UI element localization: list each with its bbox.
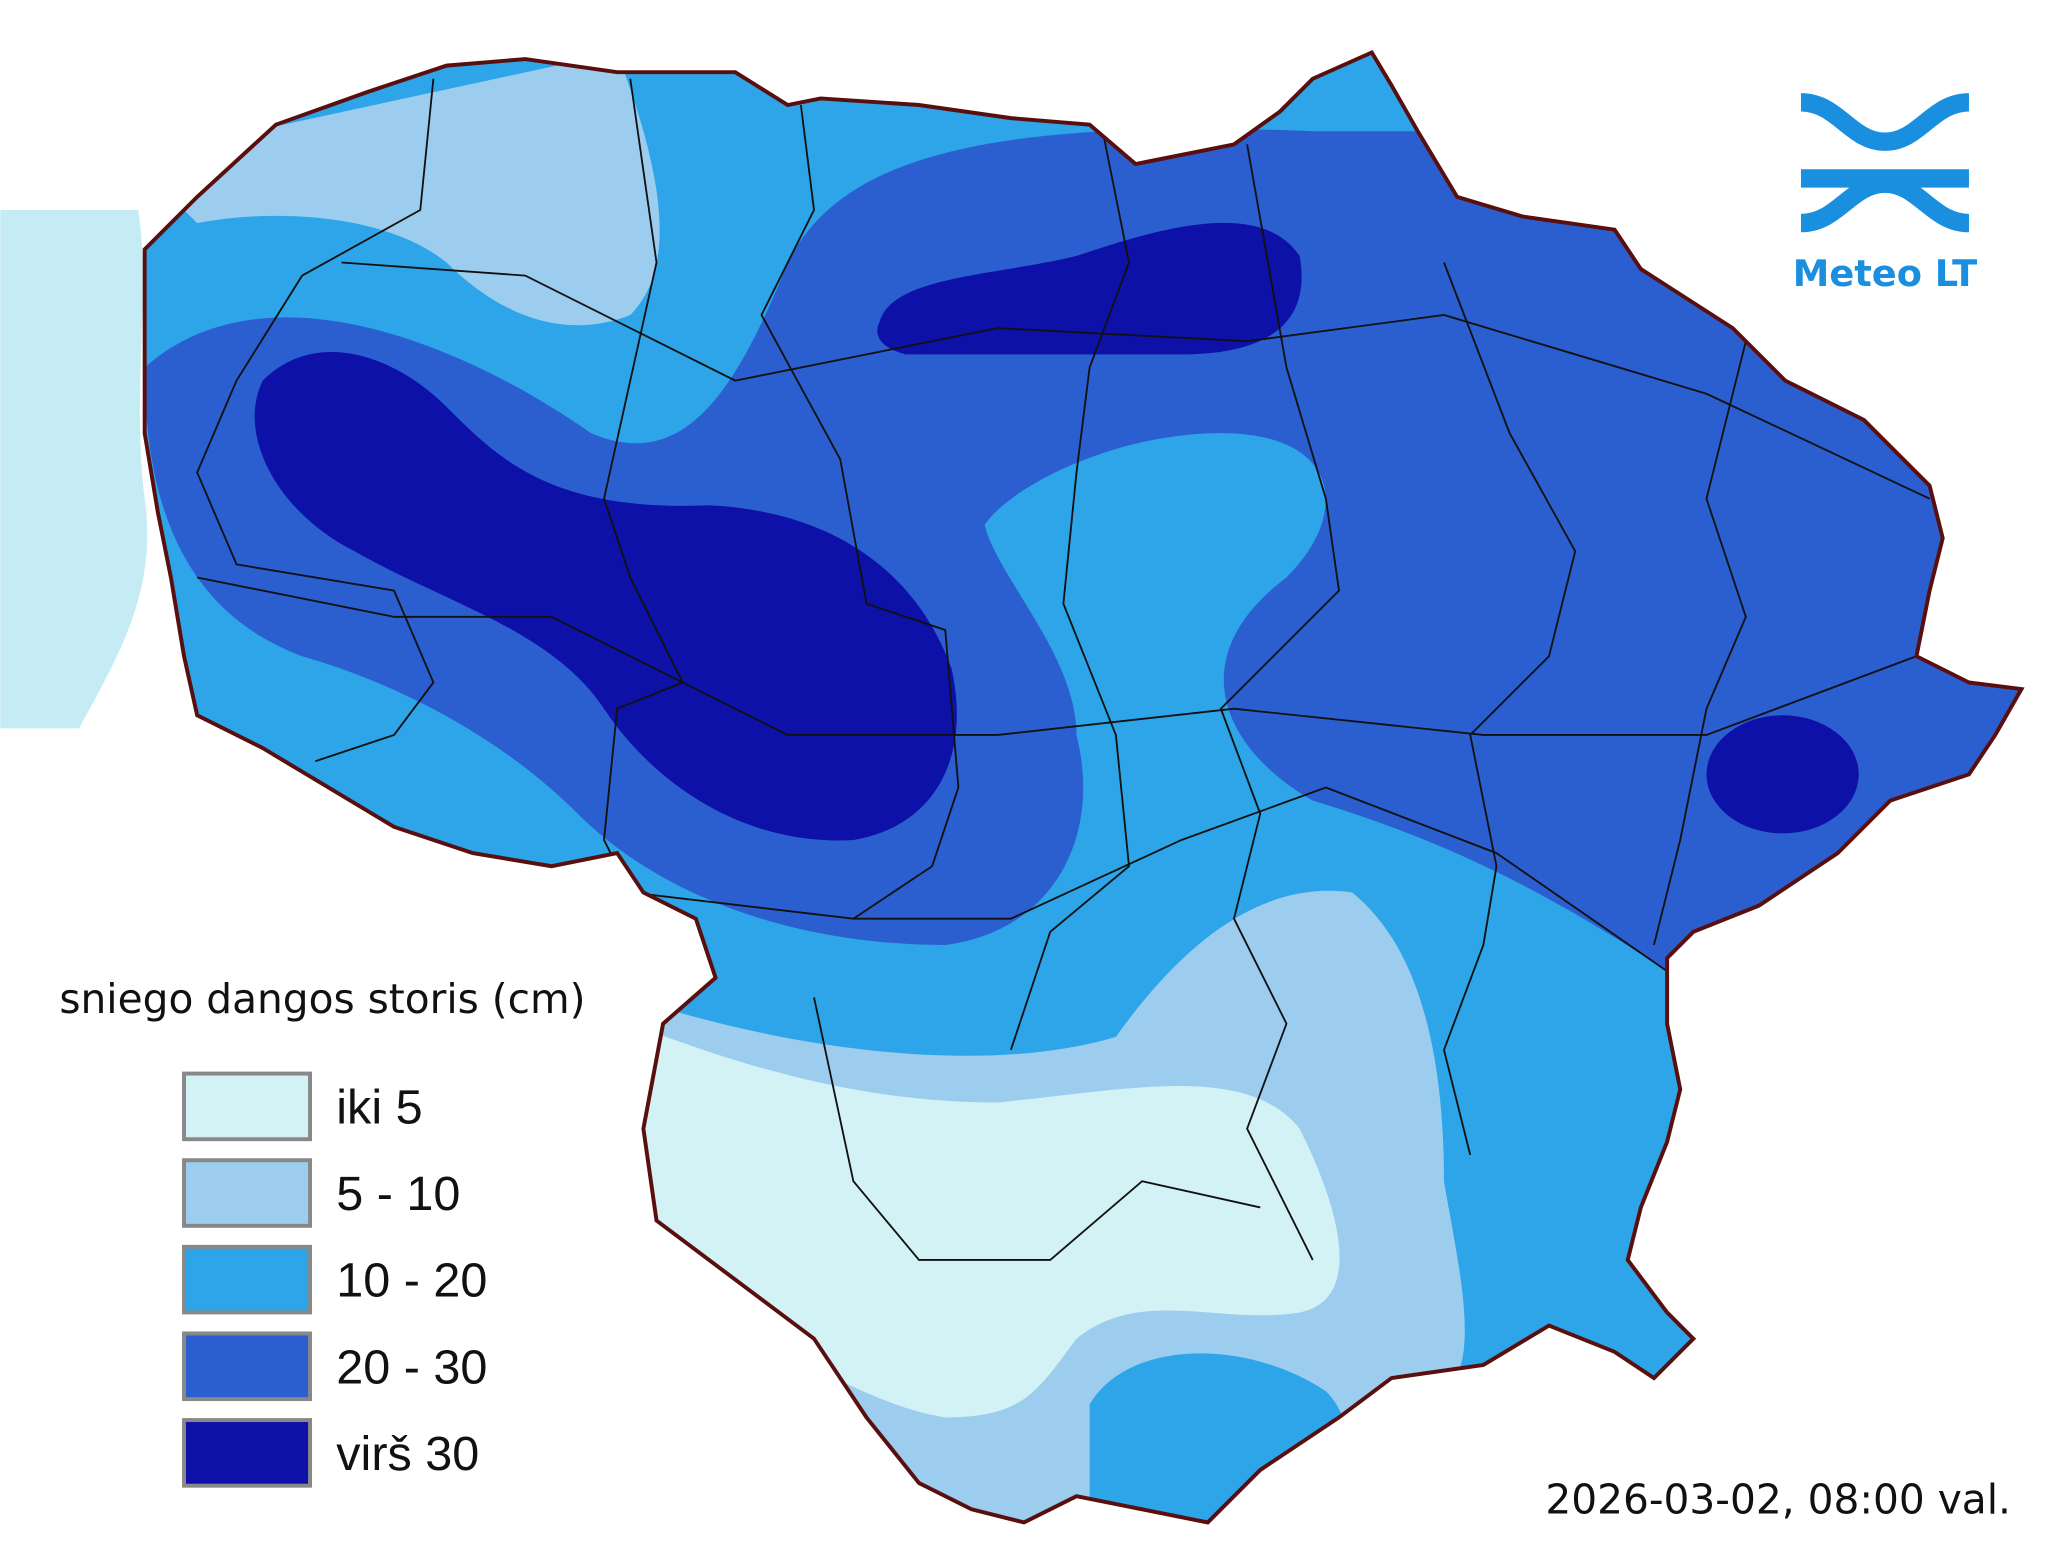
legend-swatch: [182, 1244, 312, 1315]
sea: [0, 209, 148, 729]
legend-swatch: [182, 1158, 312, 1228]
logo: [1800, 93, 1970, 233]
timestamp: 2026-03-02, 08:00 val.: [1545, 1475, 2011, 1523]
zone: [254, 351, 957, 841]
logo-text: Meteo LT: [1793, 252, 1977, 295]
zone: [877, 222, 1302, 355]
legend-swatch: [182, 1331, 312, 1402]
zone: [630, 1023, 1340, 1418]
legend-label: 20 - 30: [336, 1340, 487, 1394]
legend-label: virš 30: [336, 1427, 479, 1481]
logo-wave: [1800, 174, 1970, 233]
legend-swatch: [182, 1418, 312, 1488]
legend-label: 10 - 20: [336, 1254, 487, 1308]
zone: [144, 128, 2022, 972]
legend-label: iki 5: [336, 1080, 422, 1134]
legend-title: sniego dangos storis (cm): [59, 975, 585, 1023]
zone: [144, 52, 660, 326]
logo-wave: [1800, 93, 1970, 151]
legend-swatch: [182, 1071, 312, 1142]
zone: [1706, 715, 1859, 834]
legend-label: 5 - 10: [336, 1167, 460, 1221]
district-borders: [196, 78, 1930, 1261]
legend: iki 5 5 - 10 10 - 20 20 - 30 virš 30: [182, 1071, 487, 1488]
